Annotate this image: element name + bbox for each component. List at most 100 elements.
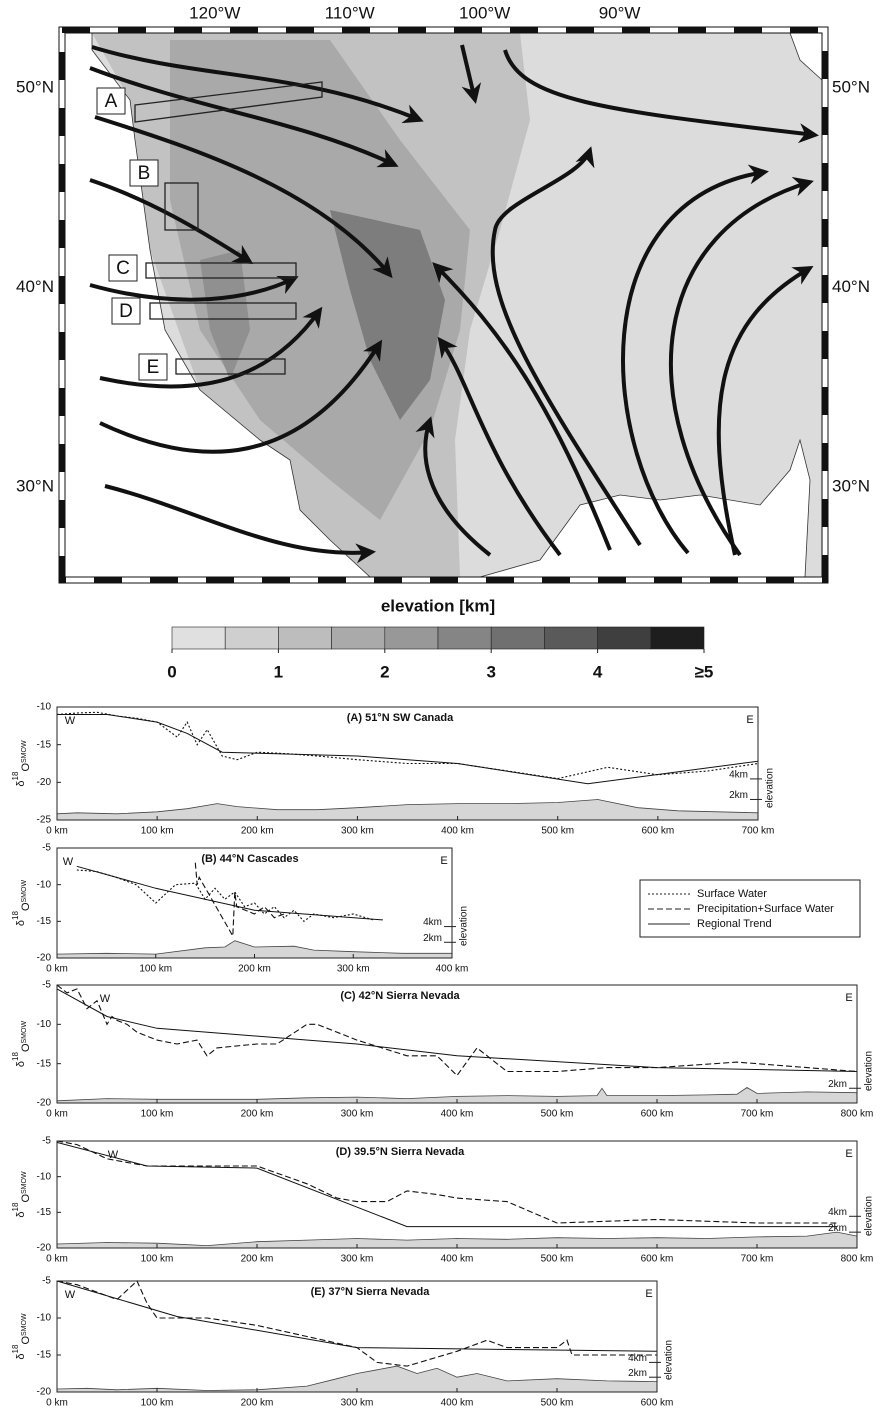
x-tick-label: 400 km — [441, 1398, 474, 1409]
y-axis-label: δ18OSMOW — [11, 740, 32, 787]
y-axis-label-part: SMOW — [21, 1021, 28, 1044]
y-tick-label: -25 — [37, 815, 52, 826]
legend-label: Regional Trend — [697, 918, 772, 930]
x-tick-label: 600 km — [641, 1109, 674, 1120]
colorbar-cell — [278, 627, 331, 649]
y-tick-label: -15 — [37, 916, 52, 927]
y-tick-label: -10 — [37, 1313, 52, 1324]
y2-tick-label: 2km — [729, 790, 748, 801]
west-label: W — [108, 1149, 119, 1161]
x-tick-label: 500 km — [541, 826, 574, 837]
x-tick-label: 100 km — [141, 1254, 174, 1265]
y2-tick-label: 2km — [628, 1368, 647, 1379]
lat-tick-label: 50°N — [16, 77, 54, 96]
x-tick-label: 800 km — [841, 1109, 874, 1120]
profile-chart: 0 km100 km200 km300 km400 km-5-10-15-202… — [11, 843, 470, 975]
x-tick-label: 400 km — [441, 1109, 474, 1120]
y-axis-label-part: SMOW — [21, 1313, 28, 1336]
y-axis-label-part: 18 — [11, 911, 20, 920]
y-tick-label: -20 — [37, 1243, 52, 1254]
y-axis-label-part: 18 — [11, 1202, 20, 1211]
legend-label: Precipitation+Surface Water — [697, 903, 834, 915]
x-tick-label: 800 km — [841, 1254, 874, 1265]
lon-tick-label: 110°W — [325, 3, 375, 22]
colorbar-tick-label: 0 — [167, 662, 176, 681]
colorbar-cell — [598, 627, 651, 649]
x-tick-label: 500 km — [541, 1398, 574, 1409]
x-tick-label: 0 km — [46, 1109, 68, 1120]
figure: A B C D E 120°W110°W100°W90°W50°N50°N40°… — [0, 0, 882, 1411]
y-tick-label: -5 — [42, 1276, 51, 1287]
solid-line — [77, 866, 383, 920]
y-tick-label: -15 — [37, 739, 52, 750]
y-tick-label: -5 — [42, 1136, 51, 1147]
colorbar-cell — [385, 627, 438, 649]
y-tick-label: -20 — [37, 777, 52, 788]
x-tick-label: 100 km — [141, 1398, 174, 1409]
y2-axis-label: elevation — [864, 1051, 875, 1091]
east-label: E — [645, 1288, 652, 1300]
lat-tick-label: 30°N — [16, 477, 54, 496]
y2-axis-label: elevation — [664, 1340, 675, 1380]
x-tick-label: 400 km — [441, 826, 474, 837]
y-tick-label: -15 — [37, 1207, 52, 1218]
y-axis-label-part: SMOW — [21, 880, 28, 903]
y2-tick-label: 4km — [729, 770, 748, 781]
profile-chart: 0 km 100 km 200 km 300 km 400 km 500 km 600 km… — [11, 702, 776, 837]
x-tick-label: 100 km — [141, 1109, 174, 1120]
lat-tick-label: 30°N — [832, 477, 870, 496]
y-axis-label-part: 18 — [11, 1052, 20, 1061]
y2-tick-label: 4km — [828, 1207, 847, 1218]
colorbar-cell — [332, 627, 385, 649]
colorbar-tick-label: 1 — [274, 662, 283, 681]
x-tick-label: 200 km — [241, 826, 274, 837]
y-tick-label: -10 — [37, 1019, 52, 1030]
x-tick-label: 300 km — [341, 1254, 374, 1265]
x-tick-label: 500 km — [541, 1109, 574, 1120]
lat-tick-label: 50°N — [832, 77, 870, 96]
west-label: W — [65, 1289, 76, 1301]
y-tick-label: -10 — [37, 879, 52, 890]
x-tick-label: 400 km — [441, 1254, 474, 1265]
x-tick-label: 200 km — [241, 1398, 274, 1409]
y-tick-label: -10 — [37, 1171, 52, 1182]
lon-tick-label: 100°W — [459, 3, 510, 22]
y-axis-label: δ18OSMOW — [11, 1171, 32, 1218]
y-axis-label: δ18OSMOW — [11, 880, 32, 927]
y-tick-label: -5 — [42, 843, 51, 854]
x-tick-label: 700 km — [742, 826, 775, 837]
lat-tick-label: 40°N — [16, 277, 54, 296]
x-tick-label: 200 km — [241, 1109, 274, 1120]
y-tick-label: -20 — [37, 1098, 52, 1109]
east-label: E — [440, 855, 447, 867]
x-tick-label: 100 km — [141, 826, 174, 837]
x-tick-label: 600 km — [641, 826, 674, 837]
y2-axis-label: elevation — [459, 906, 470, 946]
x-tick-label: 0 km — [46, 826, 68, 837]
map: A B C D E — [59, 27, 828, 583]
x-tick-label: 300 km — [341, 826, 374, 837]
chart-title: (A) 51°N SW Canada — [347, 712, 454, 724]
east-label: E — [845, 992, 852, 1004]
region-label: C — [116, 258, 130, 279]
x-tick-label: 300 km — [341, 1109, 374, 1120]
region-label: D — [119, 301, 133, 322]
y2-tick-label: 2km — [828, 1079, 847, 1090]
y-tick-label: -10 — [37, 702, 52, 713]
x-tick-label: 700 km — [741, 1254, 774, 1265]
page: A B C D E 120°W110°W100°W90°W50°N50°N40°… — [0, 0, 882, 1411]
lon-tick-label: 90°W — [599, 3, 641, 22]
solid-line — [57, 715, 758, 784]
x-tick-label: 700 km — [741, 1109, 774, 1120]
y-tick-label: -15 — [37, 1058, 52, 1069]
y-axis-label: δ18OSMOW — [11, 1313, 32, 1360]
colorbar-cell — [225, 627, 278, 649]
west-label: W — [100, 993, 111, 1005]
colorbar-tick-label: 3 — [486, 662, 495, 681]
y2-axis-label: elevation — [864, 1196, 875, 1236]
y-axis-label: δ18OSMOW — [11, 1021, 32, 1068]
dotted-line — [77, 870, 373, 921]
chart-title: (C) 42°N Sierra Nevada — [340, 990, 460, 1002]
colorbar-cell — [438, 627, 491, 649]
